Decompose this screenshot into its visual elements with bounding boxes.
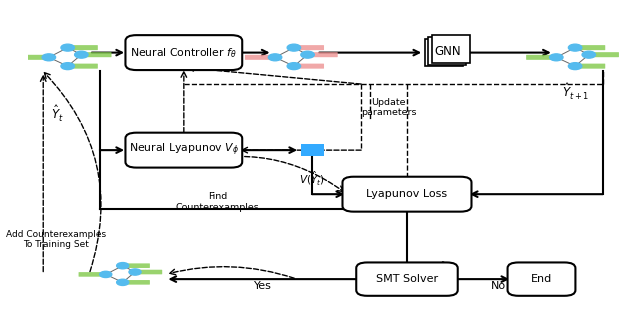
Text: Yes: Yes [254,281,272,291]
Circle shape [75,51,88,58]
FancyBboxPatch shape [425,39,463,66]
Text: Neural Controller $f_{\theta}$: Neural Controller $f_{\theta}$ [131,46,237,59]
Text: Find
Counterexamples: Find Counterexamples [175,192,259,212]
FancyBboxPatch shape [71,45,98,50]
Circle shape [582,51,596,58]
FancyBboxPatch shape [125,264,150,268]
FancyBboxPatch shape [297,45,324,50]
FancyBboxPatch shape [526,55,553,60]
Circle shape [116,263,129,269]
FancyBboxPatch shape [579,45,605,50]
Circle shape [116,279,129,285]
Text: No: No [491,281,506,291]
Circle shape [301,51,314,58]
FancyBboxPatch shape [579,64,605,69]
FancyBboxPatch shape [428,37,467,64]
Circle shape [42,54,56,61]
FancyBboxPatch shape [125,35,242,70]
Text: $\hat{Y}_{t+1}$: $\hat{Y}_{t+1}$ [561,82,589,102]
FancyBboxPatch shape [84,52,111,57]
Circle shape [129,269,141,275]
FancyBboxPatch shape [311,52,338,57]
Circle shape [287,63,301,70]
FancyBboxPatch shape [245,55,272,60]
Circle shape [568,63,582,70]
Circle shape [568,44,582,51]
Circle shape [100,271,112,277]
FancyBboxPatch shape [138,270,162,274]
FancyBboxPatch shape [592,52,619,57]
Text: SMT Solver: SMT Solver [376,274,438,284]
FancyBboxPatch shape [19,55,45,60]
FancyBboxPatch shape [79,272,103,277]
Circle shape [61,44,74,51]
FancyBboxPatch shape [125,133,242,167]
Text: Lyapunov Loss: Lyapunov Loss [367,189,447,199]
FancyBboxPatch shape [356,263,458,296]
Circle shape [287,44,301,51]
FancyBboxPatch shape [508,263,575,296]
FancyBboxPatch shape [125,280,150,285]
FancyBboxPatch shape [297,64,324,69]
FancyBboxPatch shape [71,64,98,69]
Text: Update
parameters: Update parameters [361,98,417,117]
Text: GNN: GNN [434,45,461,58]
Text: $V(\hat{Y}_t)$: $V(\hat{Y}_t)$ [300,169,325,187]
Circle shape [61,63,74,70]
Text: End: End [531,274,552,284]
FancyBboxPatch shape [301,144,324,156]
Circle shape [550,54,563,61]
Circle shape [268,54,282,61]
Text: Add Counterexamples
To Training Set: Add Counterexamples To Training Set [6,230,106,250]
Text: Neural Lyapunov $V_{\phi}$: Neural Lyapunov $V_{\phi}$ [129,142,239,158]
Text: $\hat{Y}_t$: $\hat{Y}_t$ [51,104,63,124]
FancyBboxPatch shape [342,177,472,212]
FancyBboxPatch shape [432,35,470,63]
